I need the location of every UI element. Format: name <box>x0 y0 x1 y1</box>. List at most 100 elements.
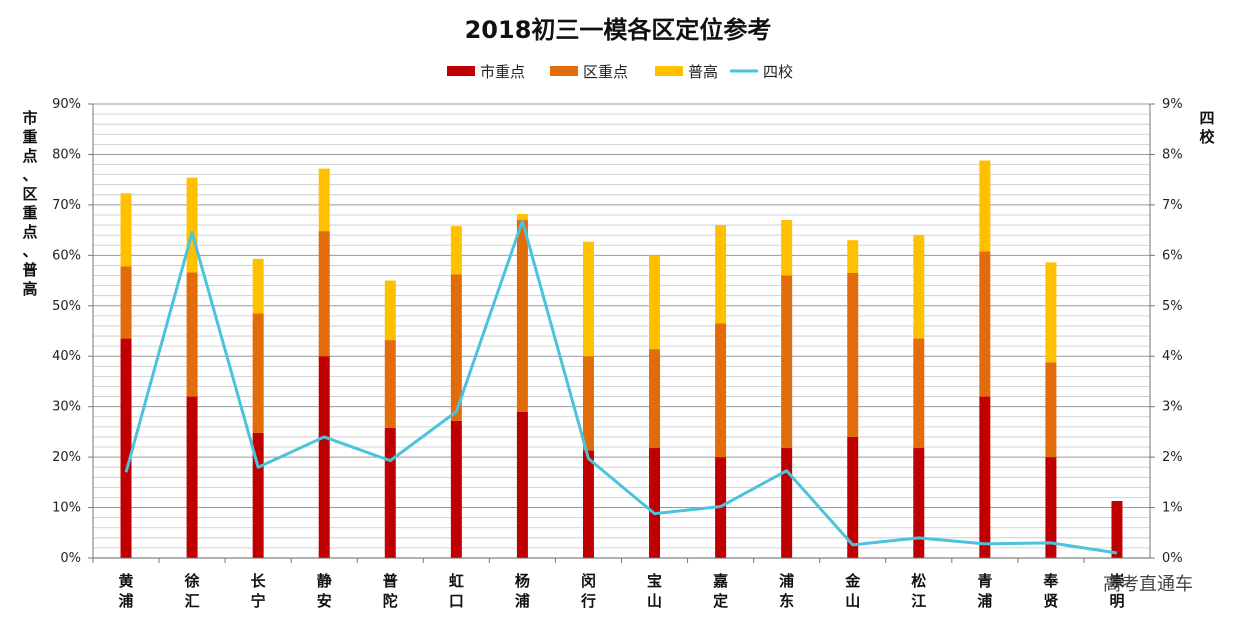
y-left-axis-title: 点 <box>22 147 37 165</box>
x-tick-label: 金 <box>844 572 861 590</box>
bar-segment <box>715 323 727 458</box>
x-tick-label: 青 <box>977 572 992 590</box>
x-tick-label: 安 <box>317 592 332 610</box>
bar-segment <box>384 340 396 428</box>
x-tick-label: 嘉 <box>712 572 728 590</box>
bar-segment <box>781 220 793 276</box>
bar-segment <box>1045 262 1057 363</box>
legend-label: 区重点 <box>583 63 628 81</box>
x-tick-label: 陀 <box>383 592 398 610</box>
y-left-axis-title: 高 <box>22 280 37 298</box>
y-right-tick-label: 2% <box>1162 450 1183 465</box>
x-tick-label: 黄 <box>119 572 134 590</box>
y-left-axis-title: 重 <box>22 204 37 222</box>
x-tick-label: 山 <box>647 592 662 610</box>
x-tick-label: 浦 <box>779 572 794 590</box>
y-right-tick-label: 3% <box>1162 400 1183 415</box>
bar-segment <box>847 436 859 558</box>
bar-segment <box>913 448 925 558</box>
bar-segment <box>1045 362 1057 458</box>
y-left-tick-label: 20% <box>52 450 81 465</box>
x-tick-label: 东 <box>779 592 794 610</box>
bar-segment <box>913 338 925 449</box>
chart-title: 2018初三一模各区定位参考 <box>465 16 772 44</box>
y-left-tick-label: 50% <box>52 299 81 314</box>
bar-segment <box>384 427 396 558</box>
bar-segment <box>252 313 264 433</box>
bar-segment <box>450 274 462 421</box>
x-tick-label: 宝 <box>647 572 662 590</box>
bar-segment <box>979 396 991 558</box>
x-tick-label: 山 <box>845 592 860 610</box>
bar-segment <box>1111 500 1123 558</box>
x-tick-label: 行 <box>580 592 596 610</box>
x-tick-label: 杨 <box>515 572 530 590</box>
y-left-axis-title: 市 <box>22 109 37 127</box>
bar-segment <box>318 231 330 357</box>
y-right-tick-label: 6% <box>1162 248 1183 263</box>
x-tick-label: 贤 <box>1043 592 1058 610</box>
y-left-tick-label: 10% <box>52 501 81 516</box>
y-left-tick-label: 60% <box>52 248 81 263</box>
bar-segment <box>252 258 264 314</box>
bar-segment <box>847 240 859 273</box>
bar-segment <box>120 193 132 267</box>
x-tick-label: 汇 <box>185 592 200 610</box>
y-right-tick-label: 1% <box>1162 501 1183 516</box>
x-tick-label: 奉 <box>1042 572 1059 590</box>
bar-segment <box>120 338 132 558</box>
series-line <box>124 219 1118 555</box>
bars <box>120 160 1123 558</box>
line-series <box>124 219 1118 555</box>
x-tick-label: 浦 <box>119 592 134 610</box>
y-left-tick-label: 70% <box>52 198 81 213</box>
x-tick-label: 江 <box>911 592 926 610</box>
y-left-tick-label: 80% <box>52 147 81 162</box>
y-left-axis-title: 点 <box>22 223 37 241</box>
y-right-axis-title: 校 <box>1199 128 1215 146</box>
y-right-tick-label: 4% <box>1162 349 1183 364</box>
bar-segment <box>516 213 528 221</box>
x-tick-label: 浦 <box>515 592 530 610</box>
y-right-axis-title: 四 <box>1199 109 1214 127</box>
watermark-text: 高考直通车 <box>1103 574 1193 595</box>
bar-segment <box>582 450 594 558</box>
y-left-axis-title: 、 <box>22 166 37 184</box>
y-left-tick-label: 40% <box>52 349 81 364</box>
y-right-tick-label: 0% <box>1162 551 1183 566</box>
y-left-axis-title: 区 <box>22 185 37 203</box>
x-tick-label: 普 <box>383 572 398 590</box>
x-tick-label: 虹 <box>449 572 464 590</box>
y-right-tick-label: 5% <box>1162 299 1183 314</box>
bar-segment <box>318 356 330 558</box>
legend-swatch <box>550 66 578 76</box>
bar-segment <box>781 448 793 558</box>
x-tick-label: 口 <box>449 592 464 610</box>
legend-swatch <box>447 66 475 76</box>
bar-segment <box>715 225 727 324</box>
bar-segment <box>516 411 528 558</box>
x-tick-label: 宁 <box>251 592 266 610</box>
bar-segment <box>516 220 528 412</box>
x-tick-label: 长 <box>251 572 267 590</box>
axes: 0% 10% 20% 30% 40% 50% 60% 70% 80% 90% 0% 1% 2% 3% 4% 5… <box>22 97 1215 610</box>
bar-segment <box>913 235 925 339</box>
bar-segment <box>847 272 859 437</box>
bar-segment <box>582 356 594 451</box>
y-left-tick-label: 0% <box>60 551 81 566</box>
bar-segment <box>120 266 132 339</box>
bar-segment <box>979 160 991 252</box>
x-tick-label: 崇 <box>1109 572 1124 590</box>
x-tick-label: 浦 <box>977 592 992 610</box>
bar-segment <box>979 251 991 397</box>
bar-segment <box>450 226 462 275</box>
x-tick-label: 静 <box>317 572 332 590</box>
x-tick-label: 松 <box>911 572 926 590</box>
bar-segment <box>450 420 462 558</box>
bar-segment <box>649 255 661 350</box>
bar-segment <box>781 275 793 449</box>
y-right-tick-label: 9% <box>1162 97 1183 112</box>
bar-segment <box>649 448 661 558</box>
bar-segment <box>186 272 198 397</box>
